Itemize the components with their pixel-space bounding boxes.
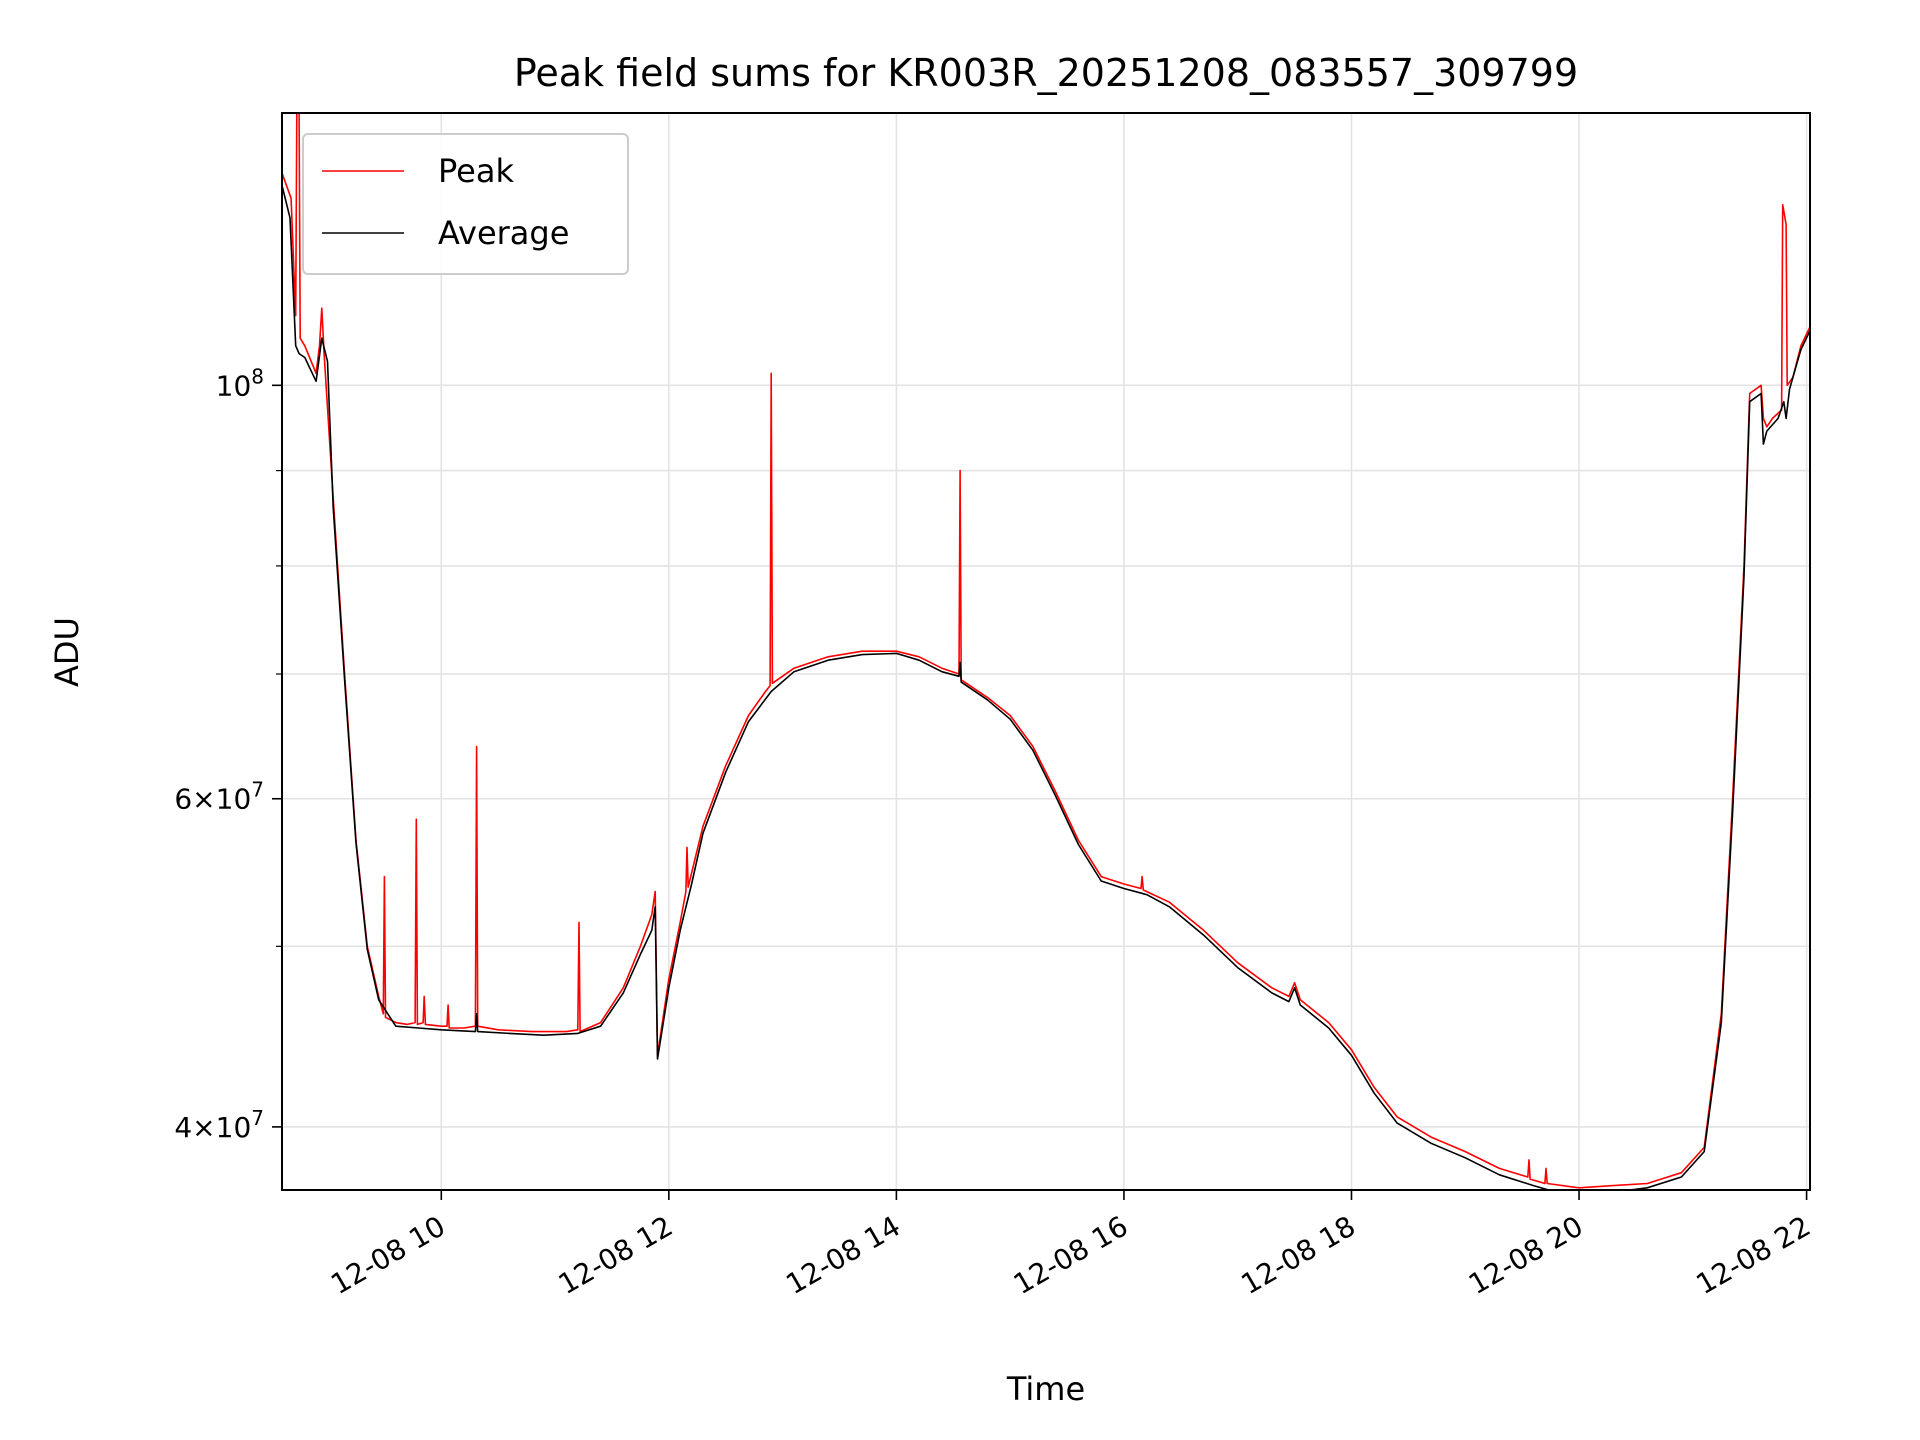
- grid-layer: [282, 113, 1810, 1190]
- legend: Peak Average: [302, 133, 629, 275]
- legend-box: [302, 133, 629, 275]
- y-tick-label: 6×107: [174, 778, 264, 816]
- series-line-peak: [282, 113, 1810, 1189]
- y-tick-label: 108: [216, 364, 264, 402]
- chart-title: Peak field sums for KR003R_20251208_0835…: [514, 51, 1578, 95]
- legend-average-label: Average: [438, 214, 569, 252]
- series-line-average: [282, 185, 1810, 1190]
- series-layer: [282, 113, 1810, 1190]
- y-axis-label: ADU: [48, 617, 86, 687]
- x-axis-label: Time: [1006, 1370, 1085, 1408]
- plot-frame: [281, 112, 1811, 1191]
- y-tick-label: 4×107: [174, 1106, 264, 1144]
- legend-peak-label: Peak: [438, 152, 514, 190]
